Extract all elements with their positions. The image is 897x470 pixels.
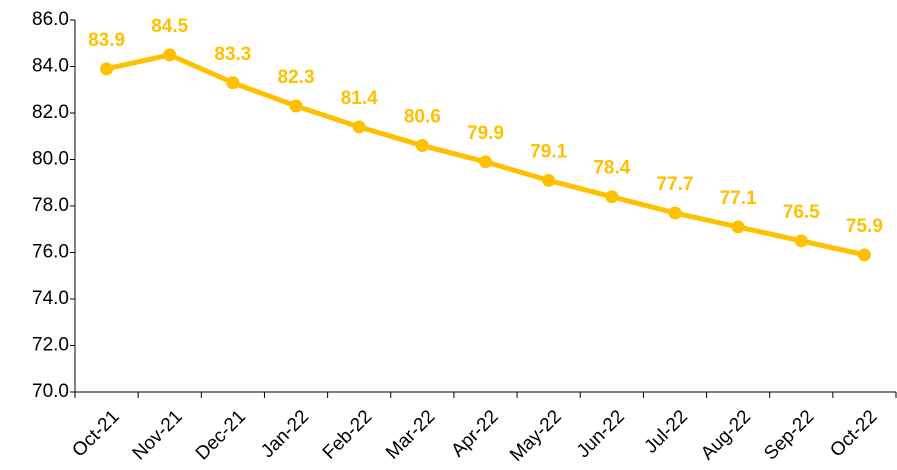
x-tick-label: Apr-22 (447, 406, 502, 461)
y-tick-label: 70.0 (32, 381, 69, 402)
point (794, 234, 808, 248)
point (605, 190, 619, 204)
y-tick-label: 72.0 (32, 335, 69, 356)
value-label: 76.5 (783, 202, 820, 223)
x-tick-label: Feb-22 (319, 406, 376, 463)
value-label: 83.9 (88, 30, 125, 51)
point (542, 173, 556, 187)
y-tick-label: 82.0 (32, 102, 69, 123)
line (106, 52, 865, 258)
x-tick-label: Aug-22 (697, 406, 755, 464)
y-tick-label: 76.0 (32, 242, 69, 263)
y-tick-label: 78.0 (32, 195, 69, 216)
point (479, 155, 492, 169)
x-tick-label: Oct-21 (68, 406, 123, 461)
y-tick-label: 84.0 (32, 56, 69, 77)
x-tick-label: Nov-21 (129, 406, 187, 464)
y-tick-label: 80.0 (32, 149, 69, 170)
value-label: 77.1 (720, 188, 757, 209)
point (100, 62, 114, 76)
point (668, 206, 682, 220)
x-tick-label: Jan-22 (257, 406, 313, 462)
point (415, 139, 429, 153)
point (857, 248, 871, 262)
x-tick-label: Oct-22 (826, 406, 881, 461)
value-label: 81.4 (341, 88, 378, 109)
point (163, 48, 177, 62)
value-label: 80.6 (404, 107, 441, 128)
x-tick-label: Jun-22 (573, 406, 629, 462)
value-label: 79.1 (530, 141, 567, 162)
x-tick-label: Sep-22 (760, 406, 818, 464)
y-tick-label: 74.0 (32, 288, 69, 309)
x-tick-label: Jul-22 (641, 406, 692, 457)
x-tick-label: Mar-22 (382, 406, 439, 463)
value-label: 82.3 (278, 67, 315, 88)
value-label: 83.3 (214, 44, 251, 65)
value-label: 75.9 (846, 216, 883, 237)
point (226, 76, 240, 90)
point (731, 220, 745, 234)
value-label: 84.5 (151, 16, 188, 37)
value-label: 79.9 (467, 123, 504, 144)
x-tick-label: May-22 (506, 406, 566, 466)
value-label: 78.4 (593, 158, 630, 179)
point (289, 99, 303, 113)
value-label: 77.7 (656, 174, 693, 195)
point (352, 120, 366, 134)
y-tick-label: 86.0 (32, 9, 69, 30)
x-tick-label: Dec-21 (192, 406, 250, 464)
